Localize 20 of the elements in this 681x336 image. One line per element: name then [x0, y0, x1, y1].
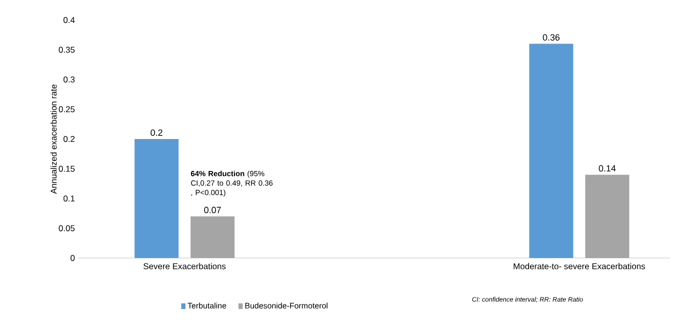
- y-tick-label: 0.1: [64, 196, 75, 202]
- y-tick-label: 0.05: [58, 225, 75, 232]
- y-tick-label: 0.3: [64, 76, 75, 82]
- y-tick-label: 0.2: [64, 136, 75, 142]
- data-label: 0.36: [542, 34, 560, 41]
- y-tick-label: 0.35: [58, 46, 75, 53]
- bar: [190, 216, 235, 258]
- data-label: 0.07: [204, 206, 221, 214]
- bar: [134, 139, 179, 258]
- data-label: 0.2: [150, 129, 162, 136]
- x-tick-label: Moderate-to- severe Exacerbations: [514, 263, 646, 270]
- y-tick-label: 0.15: [58, 166, 75, 172]
- data-label: 0.14: [598, 165, 616, 172]
- bar: [585, 174, 630, 258]
- y-tick-label: 0.4: [64, 17, 75, 23]
- x-tick-label: Severe Exacerbations: [144, 263, 226, 270]
- bar: [529, 44, 574, 258]
- y-tick-label: 0.25: [58, 106, 75, 112]
- y-axis-title: Annualized exacerbation rate: [50, 84, 57, 194]
- y-tick-label: 0: [70, 255, 75, 261]
